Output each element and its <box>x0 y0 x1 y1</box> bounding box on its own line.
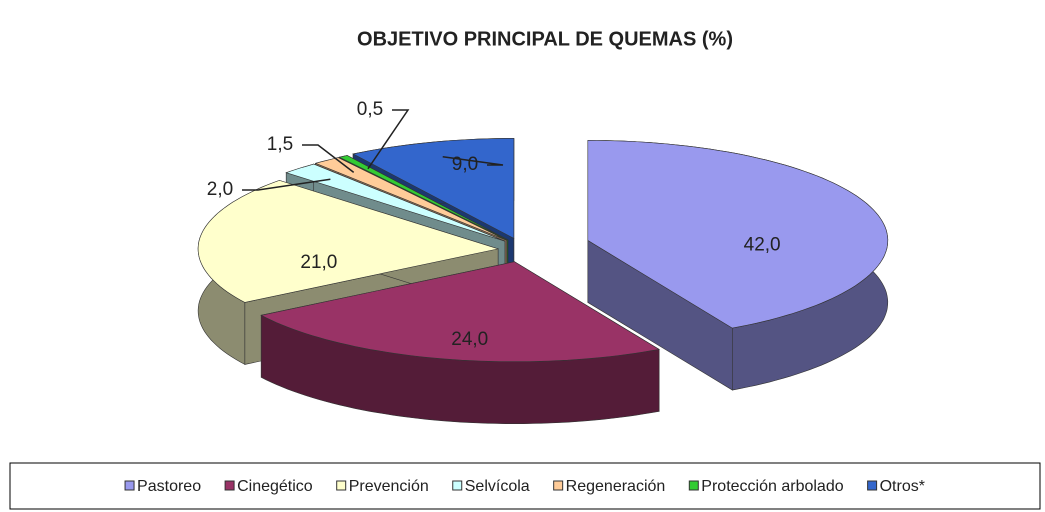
slice-top <box>197 180 500 303</box>
slice <box>260 261 660 424</box>
legend-label: Cinegético <box>237 478 313 495</box>
legend-label: Pastoreo <box>137 478 201 495</box>
legend-label: Selvícola <box>465 478 530 495</box>
slice-top <box>338 155 509 241</box>
data-label: 0,5 <box>357 99 383 120</box>
leader-line <box>302 144 355 173</box>
data-label: 2,0 <box>207 179 233 200</box>
slice-top <box>587 140 889 329</box>
slice-top <box>314 157 507 241</box>
data-label: 9,0 <box>452 154 478 175</box>
pie: 42,0 24,0 21,0 2,0 1,5 0,5 9,0 <box>197 99 889 424</box>
legend-label: Regeneración <box>566 478 666 495</box>
leader-line <box>442 156 504 166</box>
legend-swatch <box>688 480 699 491</box>
legend-label: Prevención <box>349 478 429 495</box>
chart-title: OBJETIVO PRINCIPAL DE QUEMAS (%) <box>357 28 733 50</box>
leader-line <box>367 109 410 170</box>
slice-top <box>285 163 506 242</box>
legend-swatch <box>224 480 235 491</box>
legend-label: Protección arbolado <box>701 478 843 495</box>
legend-swatch <box>452 480 463 491</box>
legend-swatch <box>553 480 564 491</box>
legend-swatch <box>124 480 135 491</box>
legend-swatch <box>336 480 347 491</box>
slice-top <box>260 261 660 362</box>
slice <box>587 140 889 391</box>
legend-label: Otros* <box>880 478 925 495</box>
slice-top <box>352 138 515 239</box>
data-label: 42,0 <box>744 235 781 256</box>
data-label: 24,0 <box>451 329 488 350</box>
data-label: 21,0 <box>300 252 337 273</box>
data-label: 1,5 <box>267 134 293 155</box>
legend-swatch <box>867 480 878 491</box>
leader-line <box>242 178 331 191</box>
legend: Pastoreo Cinegético Prevención Selvícola Reg… <box>124 478 925 495</box>
